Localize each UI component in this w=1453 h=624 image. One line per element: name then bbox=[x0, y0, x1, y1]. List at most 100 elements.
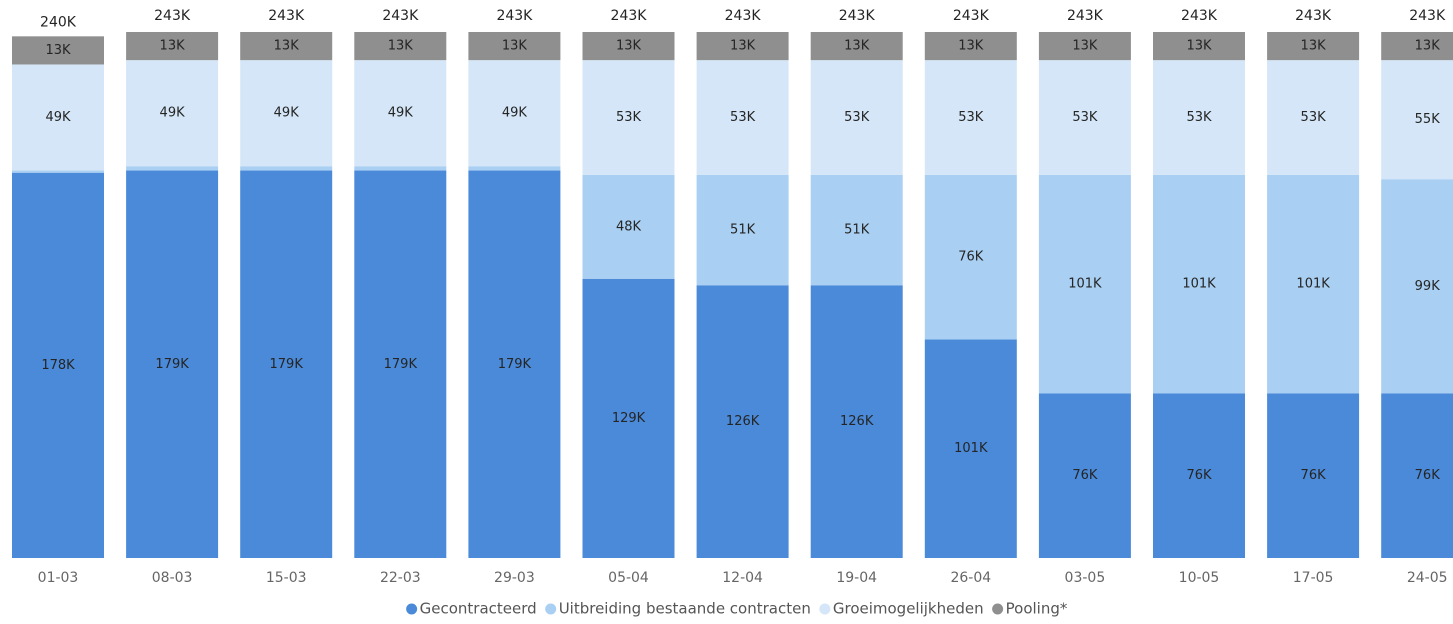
data-label: 13K bbox=[1415, 39, 1441, 54]
data-label: 129K bbox=[612, 411, 646, 426]
bar-segment bbox=[1267, 174, 1360, 394]
bar-segment bbox=[696, 60, 789, 175]
total-label: 243K bbox=[268, 8, 305, 24]
data-label: 13K bbox=[274, 39, 300, 54]
data-label: 13K bbox=[1301, 39, 1327, 54]
total-label: 243K bbox=[1181, 8, 1218, 24]
total-label: 243K bbox=[839, 8, 876, 24]
bar-segment bbox=[582, 278, 675, 558]
legend: Gecontracteerd Uitbreiding bestaande cont… bbox=[406, 600, 1068, 618]
data-label: 101K bbox=[1296, 277, 1330, 292]
total-label: 243K bbox=[382, 8, 419, 24]
data-label: 53K bbox=[616, 110, 642, 125]
data-label: 13K bbox=[388, 39, 414, 54]
data-label: 126K bbox=[840, 414, 874, 429]
data-label: 48K bbox=[616, 219, 642, 234]
data-label: 49K bbox=[45, 110, 71, 125]
bar-segment bbox=[1153, 393, 1245, 558]
x-tick-label: 12-04 bbox=[722, 570, 763, 586]
data-label: 178K bbox=[41, 358, 75, 373]
data-label: 76K bbox=[958, 250, 984, 265]
bar-segment bbox=[924, 32, 1017, 61]
bar-segment bbox=[354, 170, 447, 558]
data-label: 53K bbox=[730, 110, 756, 125]
bar-segment bbox=[240, 166, 333, 171]
bar-segment bbox=[468, 32, 561, 61]
total-label: 243K bbox=[154, 8, 191, 24]
x-tick-label: 10-05 bbox=[1179, 570, 1220, 586]
data-label: 53K bbox=[1186, 110, 1212, 125]
bar-segment bbox=[354, 32, 447, 61]
data-label: 76K bbox=[1415, 468, 1441, 483]
bar-segment bbox=[126, 60, 219, 167]
bar-segment bbox=[1038, 393, 1131, 558]
data-label: 13K bbox=[160, 39, 186, 54]
bar-segment bbox=[126, 166, 219, 171]
bar-segment bbox=[1038, 32, 1131, 61]
bar-segment bbox=[12, 172, 104, 558]
legend-marker bbox=[545, 603, 557, 615]
bar-segment bbox=[468, 166, 561, 171]
bar-segment bbox=[354, 166, 447, 171]
bar-segment bbox=[810, 174, 903, 286]
data-label: 13K bbox=[958, 39, 984, 54]
x-tick-label: 22-03 bbox=[380, 570, 421, 586]
bar-segment bbox=[696, 285, 789, 558]
data-label: 76K bbox=[1072, 468, 1098, 483]
legend-marker bbox=[406, 603, 418, 615]
data-label: 76K bbox=[1186, 468, 1212, 483]
data-label: 53K bbox=[1072, 110, 1098, 125]
bar-segment bbox=[126, 32, 219, 61]
data-label: 55K bbox=[1415, 112, 1441, 127]
total-label: 243K bbox=[1295, 8, 1332, 24]
bar-segment bbox=[810, 285, 903, 558]
total-label: 243K bbox=[725, 8, 762, 24]
bar-segment bbox=[240, 32, 333, 61]
data-label: 101K bbox=[954, 441, 988, 456]
data-label: 49K bbox=[274, 106, 300, 121]
data-label: 13K bbox=[45, 43, 71, 58]
bar-segment bbox=[468, 170, 561, 558]
legend-marker bbox=[819, 603, 831, 615]
data-label: 51K bbox=[844, 223, 870, 238]
bar-segment bbox=[582, 174, 675, 279]
data-label: 13K bbox=[616, 39, 642, 54]
data-label: 13K bbox=[1072, 39, 1098, 54]
data-label: 49K bbox=[502, 106, 528, 121]
bar-segment bbox=[1381, 179, 1453, 394]
legend-label: Uitbreiding bestaande contracten bbox=[559, 600, 811, 618]
data-label: 13K bbox=[502, 39, 528, 54]
total-label: 243K bbox=[953, 8, 990, 24]
bar-segment bbox=[696, 174, 789, 286]
data-label: 101K bbox=[1182, 277, 1216, 292]
total-label: 243K bbox=[611, 8, 648, 24]
data-label: 101K bbox=[1068, 277, 1102, 292]
data-label: 99K bbox=[1415, 279, 1441, 294]
x-tick-label: 05-04 bbox=[608, 570, 649, 586]
data-label: 179K bbox=[384, 357, 418, 372]
bar-segment bbox=[126, 170, 219, 558]
bar-segment bbox=[1381, 393, 1453, 558]
bar-segment bbox=[582, 60, 675, 175]
bar-segment bbox=[1267, 60, 1360, 175]
data-label: 179K bbox=[270, 357, 304, 372]
data-label: 13K bbox=[730, 39, 756, 54]
data-label: 53K bbox=[958, 110, 984, 125]
x-tick-label: 29-03 bbox=[494, 570, 535, 586]
data-label: 51K bbox=[730, 223, 756, 238]
x-tick-label: 24-05 bbox=[1407, 570, 1448, 586]
data-label: 49K bbox=[160, 106, 186, 121]
legend-label: Pooling* bbox=[1006, 600, 1068, 618]
bar-segment bbox=[12, 170, 104, 173]
bar-segment bbox=[1038, 60, 1131, 175]
bar-segment bbox=[1381, 32, 1453, 61]
bar-segment bbox=[1381, 60, 1453, 180]
data-label: 13K bbox=[844, 39, 870, 54]
data-label: 53K bbox=[1301, 110, 1327, 125]
bar-segment bbox=[1153, 32, 1245, 61]
total-label: 240K bbox=[40, 14, 77, 30]
x-tick-label: 17-05 bbox=[1293, 570, 1334, 586]
x-tick-label: 08-03 bbox=[152, 570, 193, 586]
